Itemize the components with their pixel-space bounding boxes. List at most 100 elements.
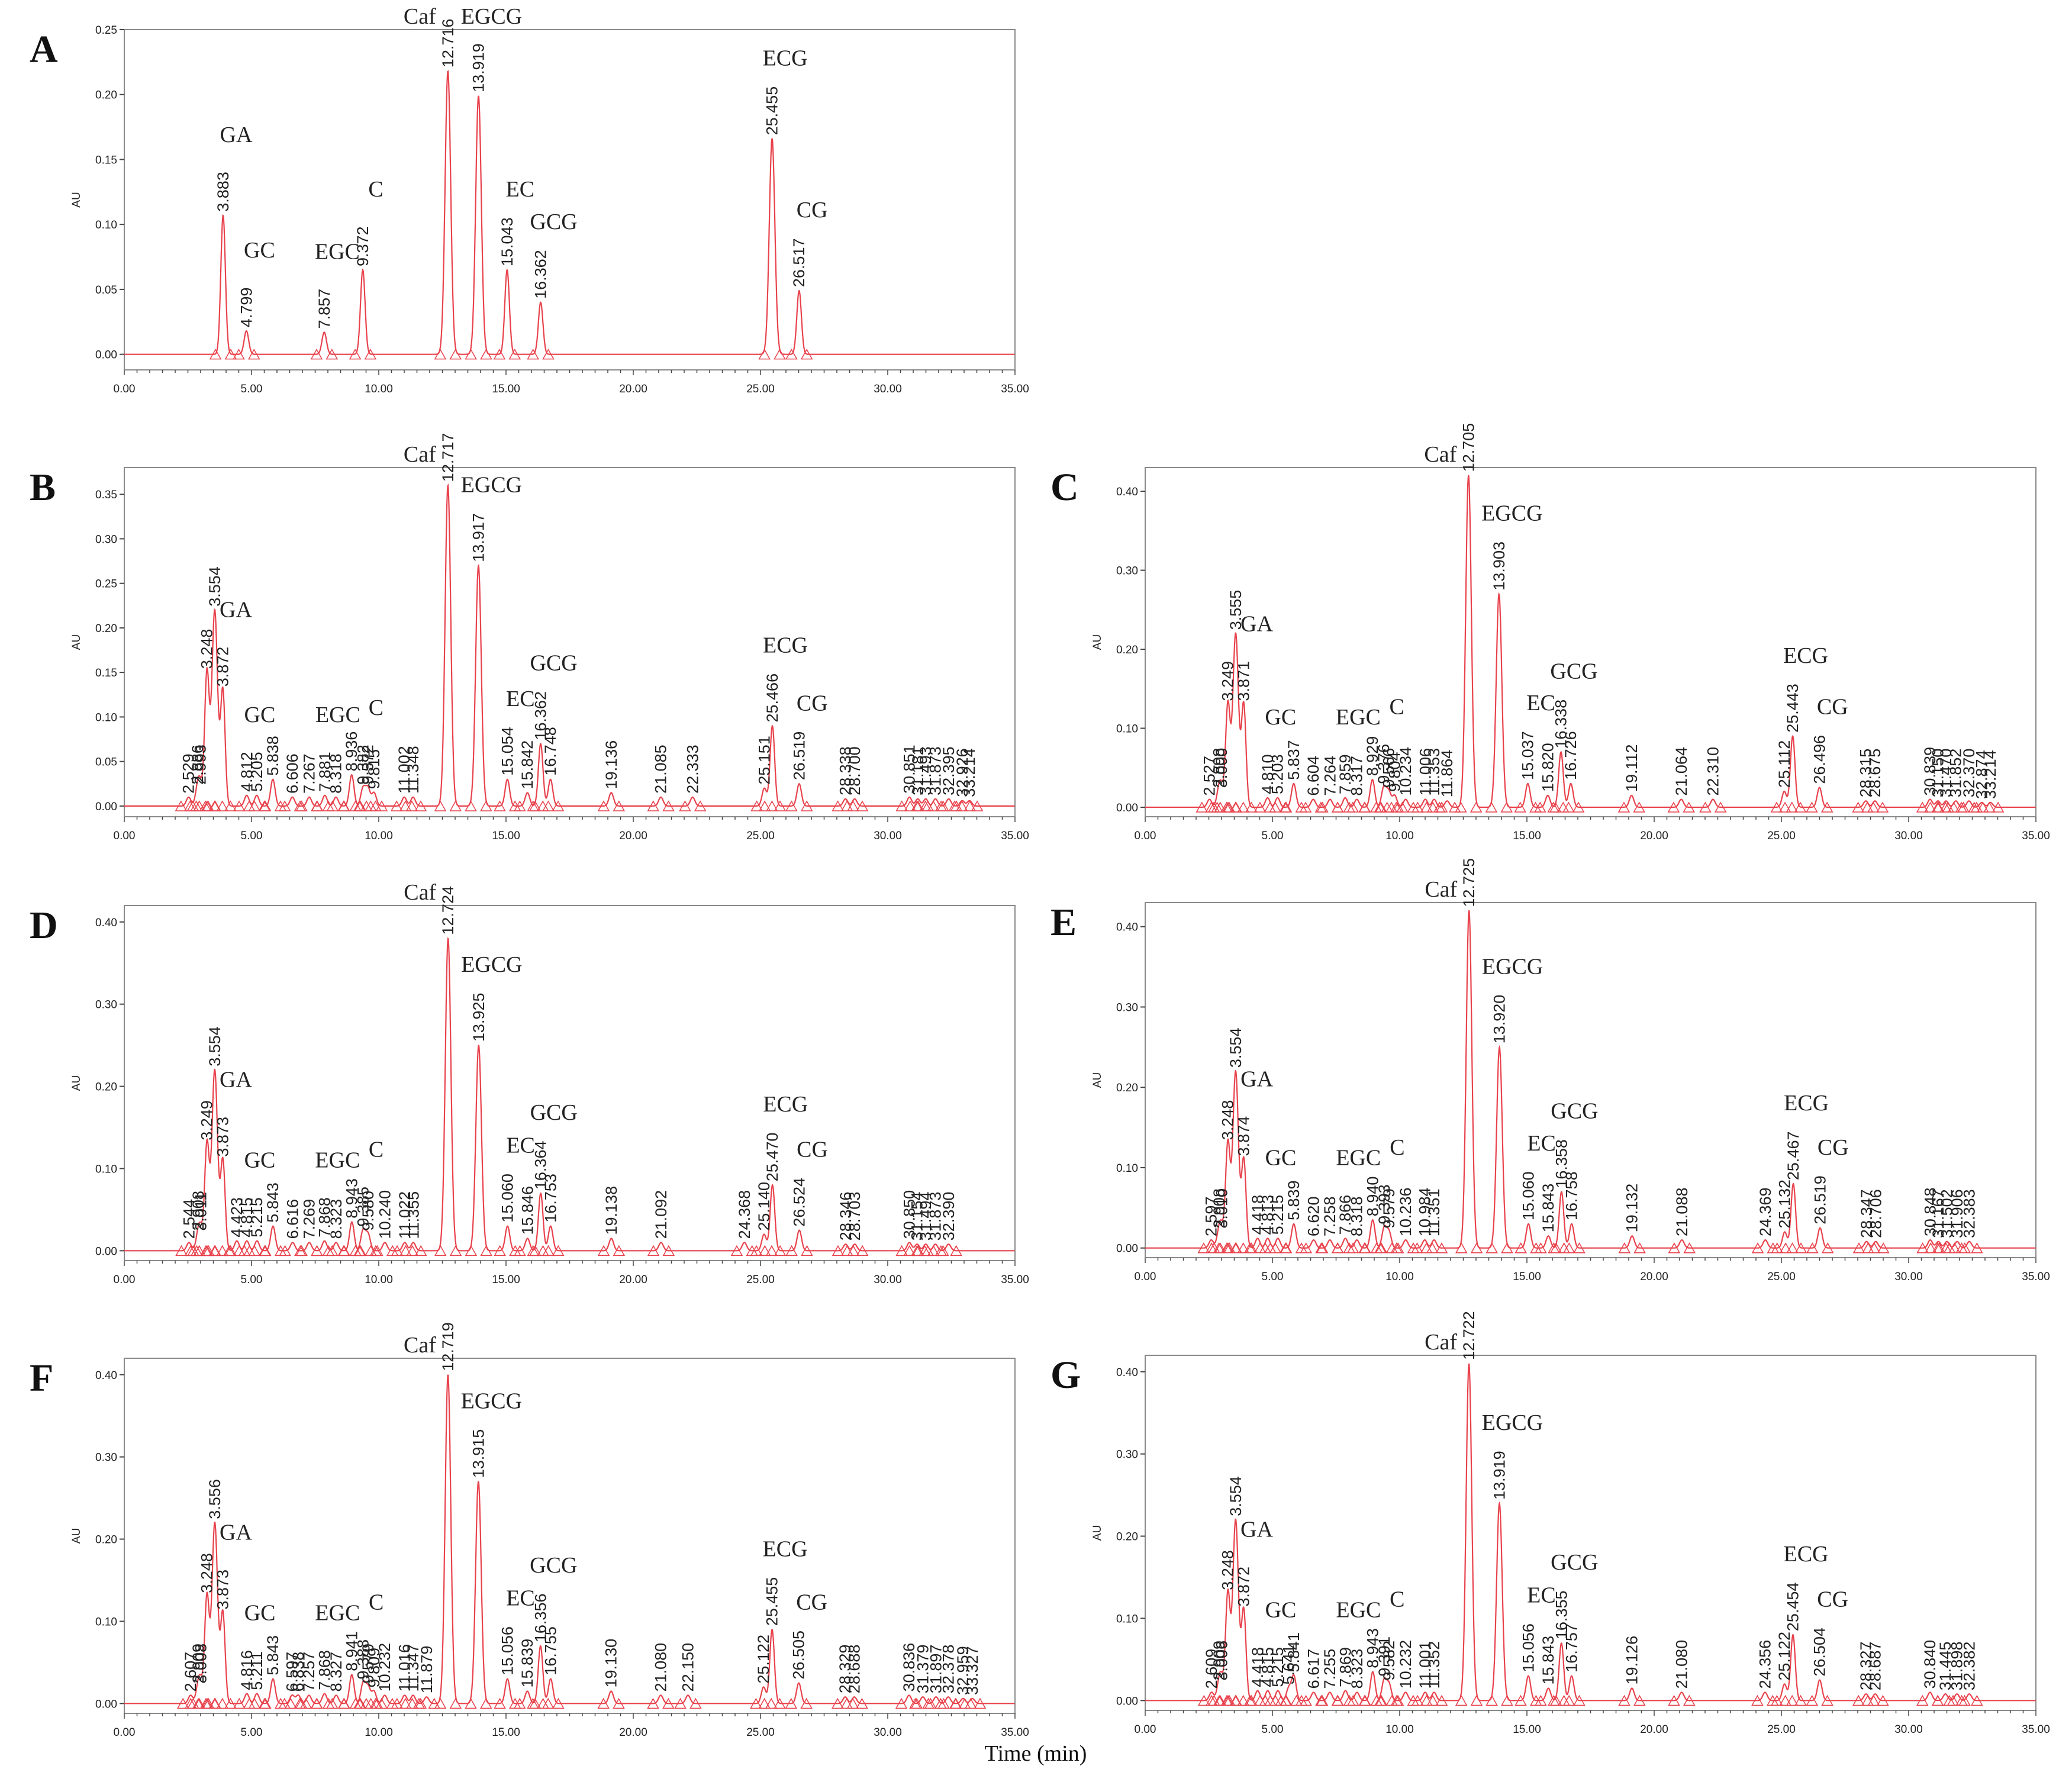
baseline-marker (1794, 1694, 1807, 1706)
baseline-marker (465, 800, 477, 811)
peak-rt-label: 28.329 (836, 1645, 854, 1694)
baseline-marker (785, 1245, 798, 1256)
peak-rt-label: 22.310 (1704, 747, 1722, 796)
peak-rt-label: 31.906 (1948, 1189, 1966, 1238)
peak-rt-label: 31.181 (909, 746, 927, 795)
y-tick-label: 0.30 (1116, 565, 1138, 578)
peak-rt-label: 19.112 (1623, 744, 1641, 792)
peak-rt-label: 2.529 (180, 753, 198, 794)
compound-label-c: C (1390, 1587, 1404, 1612)
baseline-marker (662, 1697, 675, 1709)
x-tick-label: 35.00 (2022, 1723, 2050, 1736)
peak-rt-label: 10.234 (1397, 747, 1414, 796)
peak-rt-label: 15.060 (499, 1174, 517, 1223)
peak-rt-label: 28.327 (1857, 1642, 1875, 1691)
baseline-marker (216, 1697, 229, 1709)
compound-label-egc: EGC (1336, 705, 1381, 730)
baseline-marker (295, 1697, 308, 1709)
x-tick-label: 10.00 (365, 830, 393, 842)
peak-rt-label: 5.843 (264, 1635, 282, 1675)
baseline-marker (1316, 1242, 1329, 1254)
compound-label-egc: EGC (315, 1148, 360, 1173)
y-tick-label: 0.25 (95, 578, 117, 591)
peak-rt-label: 26.504 (1811, 1628, 1829, 1677)
compound-label-cg: CG (797, 1138, 828, 1162)
baseline-marker (175, 1245, 188, 1256)
peak-rt-label: 25.443 (1784, 684, 1802, 733)
compound-label-gc: GC (244, 703, 276, 727)
peak-rt-label: 28.688 (846, 1645, 863, 1694)
baseline-marker (922, 1697, 935, 1709)
baseline-marker (354, 1697, 367, 1709)
baseline-marker (542, 1697, 555, 1709)
x-tick-label: 5.00 (241, 1726, 263, 1739)
peak-rt-label: 19.132 (1623, 1184, 1641, 1233)
baseline-marker (1535, 1242, 1547, 1254)
peak-rt-label: 10.984 (1416, 1188, 1433, 1237)
compound-label-ga: GA (220, 1068, 252, 1093)
peak-rt-label: 4.815 (1259, 1647, 1277, 1687)
peak-rt-label: 3.872 (1235, 1567, 1253, 1607)
baseline-marker (1786, 801, 1799, 813)
peak-rt-label: 12.725 (1460, 858, 1478, 907)
baseline-marker (1264, 801, 1277, 813)
baseline-marker (243, 1245, 256, 1256)
baseline-marker (201, 1697, 214, 1709)
x-tick-label: 5.00 (1262, 1271, 1284, 1283)
peak-rt-label: 9.572 (359, 745, 377, 785)
baseline-marker (1971, 1242, 1983, 1254)
peak-rt-label: 15.843 (1539, 1636, 1557, 1685)
baseline-marker (243, 1697, 256, 1709)
baseline-marker (1331, 801, 1344, 813)
peak-rt-label: 5.215 (248, 1197, 266, 1238)
peak-rt-label: 12.724 (439, 886, 457, 935)
x-tick-label: 15.00 (492, 1726, 520, 1739)
baseline-marker (1618, 1242, 1631, 1254)
baseline-marker (399, 1245, 412, 1256)
peak-rt-label: 24.356 (1756, 1640, 1774, 1689)
baseline-marker (1214, 801, 1227, 813)
peak-rt-label: 13.917 (469, 513, 487, 562)
baseline-marker (758, 349, 771, 360)
peak-rt-label: 19.130 (602, 1639, 620, 1688)
baseline-marker (259, 1697, 272, 1709)
x-tick-label: 0.00 (114, 1274, 136, 1286)
baseline-marker (1751, 1694, 1764, 1706)
baseline-marker (662, 800, 675, 811)
baseline-marker (921, 800, 934, 811)
peak-rt-label: 31.150 (1929, 749, 1947, 798)
baseline-marker (1222, 801, 1235, 813)
y-tick-label: 0.40 (1116, 486, 1138, 498)
baseline-marker (1433, 801, 1446, 813)
peak-rt-label: 22.150 (679, 1643, 697, 1692)
baseline-marker (1470, 1242, 1483, 1254)
baseline-marker (597, 1245, 610, 1256)
chromatogram-trace (124, 483, 1015, 807)
baseline-marker (1208, 1694, 1220, 1706)
peak-rt-label: 7.255 (1321, 1649, 1339, 1689)
y-tick-label: 0.40 (95, 917, 117, 929)
peak-rt-label: 11.864 (1438, 750, 1456, 798)
baseline-marker (1699, 801, 1712, 813)
panel-b: B AU 0.00 0.05 0.10 0.15 0.20 0.25 0.30 0.35 0.00 5… (30, 433, 1029, 842)
compound-label-egc: EGC (1336, 1145, 1381, 1170)
peak-rt-label: 10.236 (1397, 1188, 1414, 1237)
baseline-marker (209, 800, 221, 811)
peak-rt-label: 7.868 (315, 1197, 333, 1238)
peak-rt-label: 28.687 (1867, 1642, 1884, 1691)
x-tick-label: 35.00 (2022, 1271, 2050, 1283)
peak-rt-label: 7.868 (315, 1650, 333, 1690)
compound-label-ecg: ECG (763, 1092, 808, 1117)
peak-rt-label: 31.493 (917, 746, 935, 795)
peak-rt-label: 28.706 (1867, 1189, 1884, 1238)
compound-label-egcg: EGCG (1482, 954, 1543, 979)
peak-rt-label: 8.943 (343, 1178, 361, 1219)
baseline-marker (1426, 1694, 1439, 1706)
baseline-marker (1198, 1694, 1210, 1706)
compound-label-caf: Caf (404, 4, 436, 29)
baseline-marker (1667, 801, 1680, 813)
baseline-marker (800, 1697, 813, 1709)
baseline-marker (774, 1245, 787, 1256)
compound-label-c: C (369, 695, 384, 720)
